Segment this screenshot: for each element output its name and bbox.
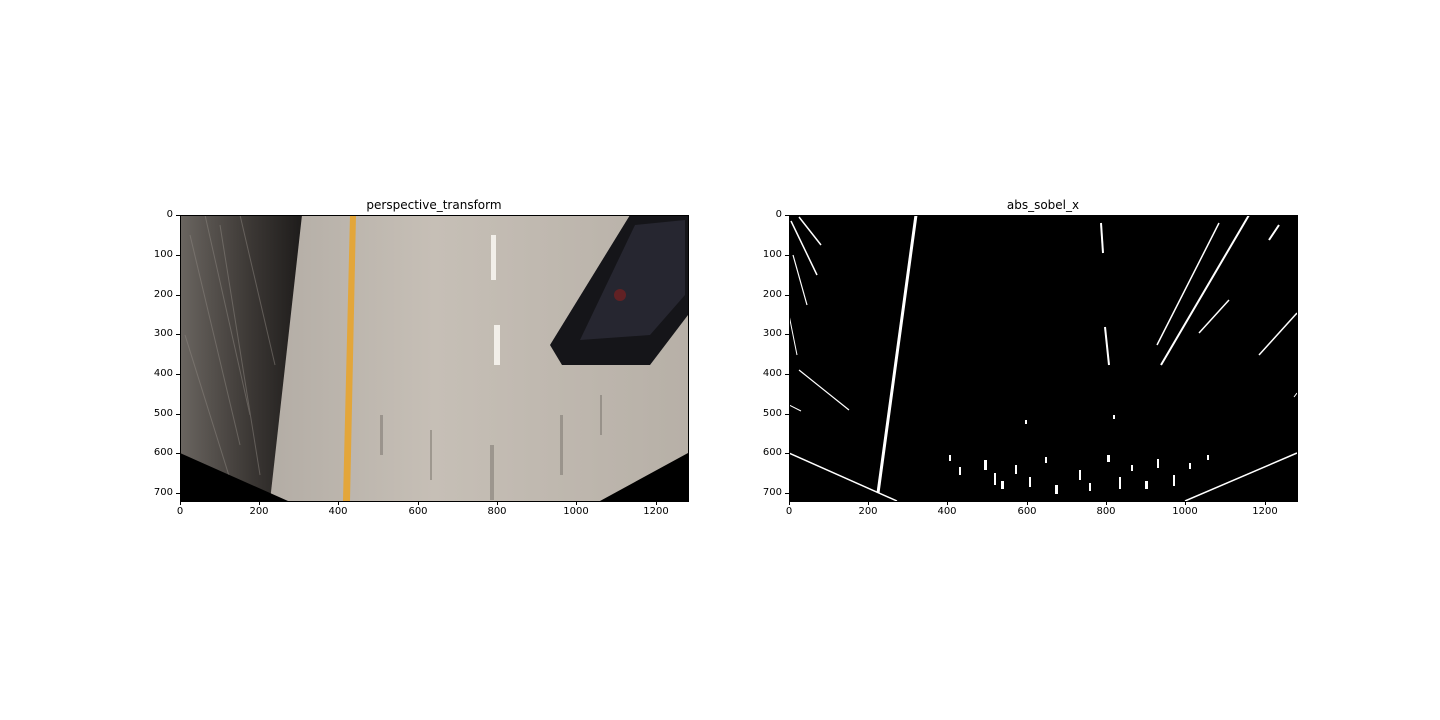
x-tick (1106, 501, 1107, 505)
x-tick (947, 501, 948, 505)
white-dashed-lane (491, 235, 500, 365)
x-tick-label: 600 (408, 506, 428, 517)
road-texture (380, 395, 602, 500)
y-tick (785, 414, 789, 415)
y-tick (176, 295, 180, 296)
y-tick (176, 414, 180, 415)
x-tick (497, 501, 498, 505)
x-tick-label: 1000 (563, 506, 589, 517)
x-tick-label: 200 (249, 506, 269, 517)
y-tick-label: 100 (153, 249, 173, 260)
y-tick-label: 500 (153, 408, 173, 419)
road-photo-svg (180, 215, 688, 501)
wall-streaks (184, 215, 276, 496)
y-tick-label: 500 (762, 408, 782, 419)
road-photo-image (180, 215, 688, 501)
x-tick (1027, 501, 1028, 505)
x-tick-label: 1000 (1172, 506, 1198, 517)
y-tick-label: 700 (153, 487, 173, 498)
x-tick-label: 600 (1017, 506, 1037, 517)
y-tick-label: 300 (762, 328, 782, 339)
y-tick (785, 295, 789, 296)
x-tick (789, 501, 790, 505)
y-tick-label: 400 (153, 368, 173, 379)
right-panel-title: abs_sobel_x (1006, 198, 1080, 212)
edge-mask-svg (789, 215, 1297, 501)
x-tick (180, 501, 181, 505)
x-tick (576, 501, 577, 505)
y-tick (176, 374, 180, 375)
x-tick-label: 0 (176, 506, 184, 517)
y-tick-label: 200 (153, 289, 173, 300)
y-tick (176, 334, 180, 335)
x-tick-label: 400 (328, 506, 348, 517)
x-tick-label: 200 (858, 506, 878, 517)
bottom-right-black-corner (600, 453, 688, 501)
yellow-lane-line (343, 215, 356, 501)
y-tick-label: 0 (166, 209, 173, 220)
x-tick-label: 1200 (1252, 506, 1278, 517)
x-tick (338, 501, 339, 505)
x-tick (259, 501, 260, 505)
y-tick (176, 453, 180, 454)
y-tick-label: 700 (762, 487, 782, 498)
edge-noise (949, 415, 1209, 494)
x-tick-label: 800 (1096, 506, 1116, 517)
y-tick-label: 300 (153, 328, 173, 339)
y-tick (176, 215, 180, 216)
y-tick-label: 100 (762, 249, 782, 260)
y-tick-label: 400 (762, 368, 782, 379)
y-tick-label: 0 (775, 209, 782, 220)
x-tick (868, 501, 869, 505)
edge-lines (789, 215, 1297, 501)
y-tick-label: 200 (762, 289, 782, 300)
x-tick (1185, 501, 1186, 505)
left-panel-title: perspective_transform (366, 198, 502, 212)
y-tick (176, 255, 180, 256)
y-tick (785, 374, 789, 375)
x-tick (418, 501, 419, 505)
y-tick-label: 600 (153, 447, 173, 458)
y-tick (785, 255, 789, 256)
x-tick-label: 400 (937, 506, 957, 517)
y-tick-label: 600 (762, 447, 782, 458)
y-tick (785, 453, 789, 454)
x-tick (656, 501, 657, 505)
x-tick-label: 0 (785, 506, 793, 517)
bottom-left-black-corner (180, 453, 288, 501)
y-tick (785, 215, 789, 216)
edge-mask-image (789, 215, 1297, 501)
x-tick (1265, 501, 1266, 505)
x-tick-label: 800 (487, 506, 507, 517)
x-tick-label: 1200 (643, 506, 669, 517)
y-tick (785, 493, 789, 494)
y-tick (176, 493, 180, 494)
y-tick (785, 334, 789, 335)
